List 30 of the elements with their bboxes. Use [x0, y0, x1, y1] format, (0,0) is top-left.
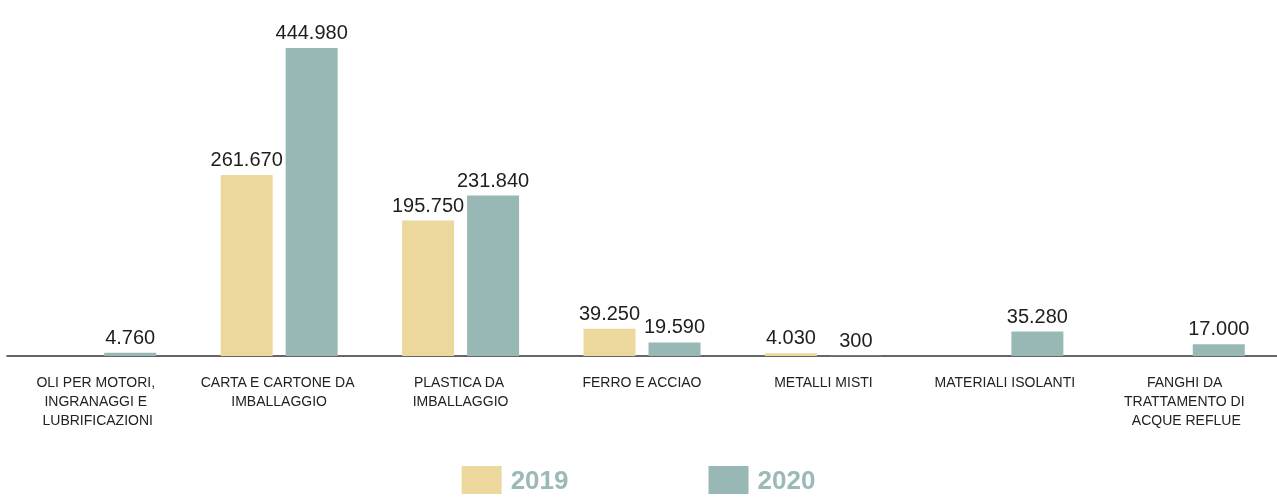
data-label: 35.280 — [1006, 304, 1068, 327]
x-tick-label: FERRO E ACCIAO — [582, 373, 702, 390]
legend-label: 2020 — [757, 465, 816, 495]
bar — [648, 342, 701, 356]
data-label: 19.590 — [643, 315, 706, 338]
x-tick-label: METALLI MISTI — [774, 373, 873, 390]
data-label: 4.760 — [105, 325, 156, 348]
x-tick-label: CARTA E CARTONE DA IMBALLAGGIO — [200, 373, 358, 409]
data-label: 444.980 — [275, 21, 348, 43]
x-tick-label: MATERIALI ISOLANTI — [934, 373, 1076, 390]
data-label: 39.250 — [578, 301, 641, 324]
bar — [220, 174, 273, 356]
x-tick-label: FANGHI DA TRATTAMENTO DI ACQUE REFLUE — [1124, 373, 1249, 428]
bar — [104, 352, 157, 356]
bar — [285, 48, 338, 356]
bar — [1192, 344, 1245, 356]
bar — [467, 195, 520, 356]
data-label: 300 — [839, 328, 873, 351]
bar — [583, 328, 636, 356]
bar — [402, 220, 455, 356]
data-label: 4.030 — [765, 326, 816, 349]
bar — [1011, 331, 1064, 356]
x-tick-label: PLASTICA DA IMBALLAGGIO — [412, 373, 509, 409]
data-label: 261.670 — [210, 147, 283, 170]
data-label: 231.840 — [456, 168, 530, 191]
bar — [764, 353, 817, 356]
data-label: 17.000 — [1188, 317, 1250, 340]
data-label: 195.750 — [391, 193, 465, 216]
x-tick-label: OLI PER MOTORI, INGRANAGGI E LUBRIFICAZIONI — [36, 373, 160, 428]
legend-label: 2019 — [510, 465, 569, 495]
